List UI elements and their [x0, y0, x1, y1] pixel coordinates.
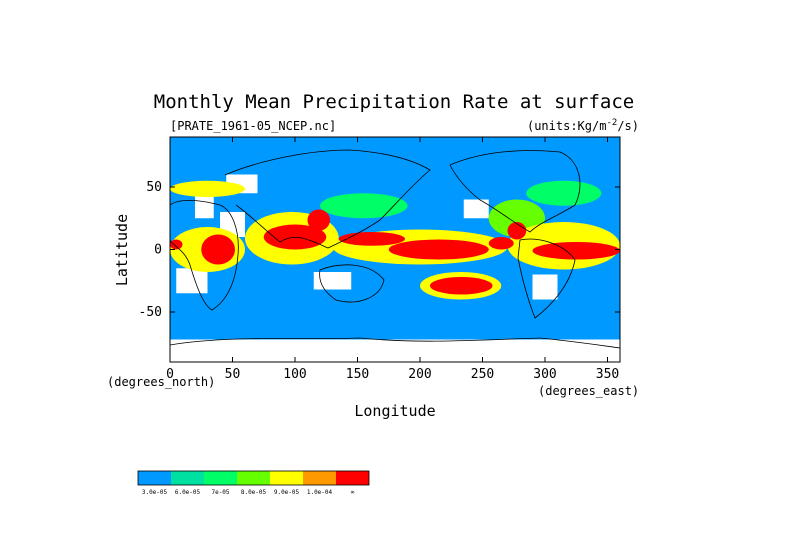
precip-cell [388, 239, 489, 260]
precip-cell [201, 234, 235, 265]
file-label: [PRATE_1961-05_NCEP.nc] [170, 119, 336, 133]
y-tick-label: -50 [139, 305, 162, 320]
x-axis-label: Longitude [354, 402, 435, 420]
chart-title: Monthly Mean Precipitation Rate at surfa… [154, 91, 634, 113]
precip-cell [170, 180, 245, 197]
precip-cell [307, 209, 330, 231]
colorbar-swatch [336, 471, 369, 485]
y-axis-label: Latitude [113, 214, 131, 286]
coastline-africa [169, 200, 239, 311]
colorbar-label: ∞ [351, 489, 355, 496]
map-area [169, 136, 621, 363]
x-unit-label: (degrees_east) [538, 384, 639, 398]
colorbar-label: 9.0e-05 [274, 489, 300, 496]
coastline-antarctica [169, 337, 621, 349]
land-patch [195, 193, 214, 219]
coastline-asia [224, 149, 431, 249]
coastline-north-america [449, 150, 581, 233]
colorbar-swatch [204, 471, 237, 485]
x-tick-label: 50 [225, 367, 241, 382]
x-axis: 0 50 100 150 200 250 300 350 [166, 137, 619, 382]
colorbar-swatch [270, 471, 303, 485]
y-tick-label: 0 [154, 243, 162, 258]
x-tick-label: 250 [471, 367, 494, 382]
colorbar-label: 3.0e-05 [142, 489, 168, 496]
colorbar: 3.0e-05 6.0e-05 7e-05 8.0e-05 9.0e-05 1.0e-04… [137, 470, 370, 496]
colorbar-frame [137, 470, 370, 486]
x-tick-label: 150 [346, 367, 369, 382]
precip-cell [532, 242, 620, 260]
precip-cell [507, 222, 527, 240]
y-tick-label: 50 [146, 180, 162, 195]
x-tick-label: 300 [533, 367, 556, 382]
land-patch [176, 268, 208, 294]
colorbar-label: 1.0e-04 [307, 489, 333, 496]
precip-cell [338, 232, 405, 246]
colorbar-swatch [138, 471, 171, 485]
precip-cell [170, 239, 183, 250]
land-patch [313, 272, 352, 290]
land-patch [532, 274, 558, 300]
colorbar-swatch [303, 471, 336, 485]
land-layer [170, 174, 620, 362]
colorbar-swatch [171, 471, 204, 485]
y-axis: 50 0 -50 [139, 180, 620, 320]
land-patch [463, 199, 489, 219]
colorbar-label: 7e-05 [211, 489, 229, 496]
x-tick-label: 200 [408, 367, 431, 382]
coastline-south-america [517, 238, 576, 319]
x-tick-label: 0 [166, 367, 174, 382]
colorbar-label: 6.0e-05 [175, 489, 201, 496]
colorbar-swatch [237, 471, 270, 485]
x-tick-label: 100 [283, 367, 306, 382]
units-label: (units:Kg/m-2/s) [527, 118, 639, 133]
coastlines [169, 149, 621, 349]
precip-cell [320, 193, 408, 219]
land-patch [170, 339, 620, 362]
precip-cell [430, 277, 493, 295]
coastline-australia [319, 264, 385, 303]
x-tick-label: 350 [596, 367, 619, 382]
colorbar-label: 8.0e-05 [241, 489, 267, 496]
y-unit-label: (degrees_north) [107, 375, 215, 389]
precip-cell [526, 180, 602, 206]
precip-cell [488, 237, 514, 250]
